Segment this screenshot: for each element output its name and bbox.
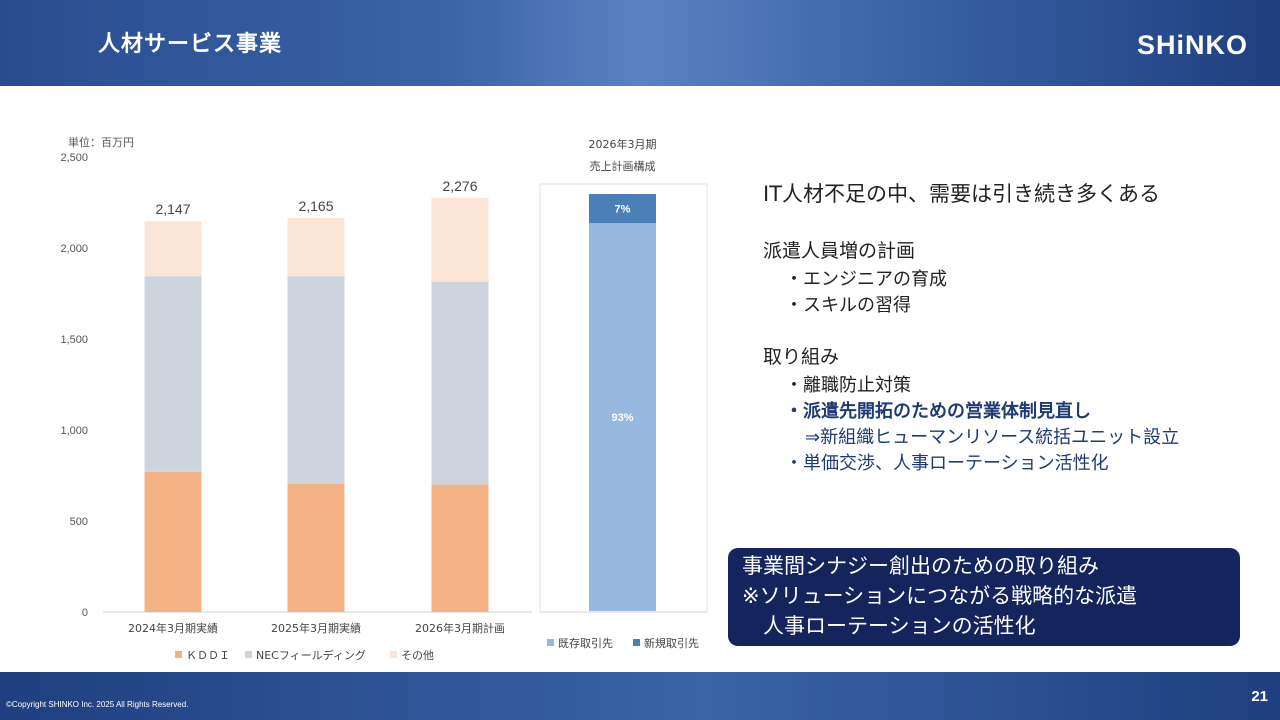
unit-label: 単位：百万円 <box>68 136 134 149</box>
initiative-2-sub: ⇒新組織ヒューマンリソース統括ユニット設立 <box>805 427 1180 448</box>
bar-segment-kddi <box>144 471 202 612</box>
composition-title: 2026年3月期 売上計画構成 <box>570 134 675 178</box>
legend-label: 既存取引先 <box>558 636 613 650</box>
bar-segment-nec <box>431 281 489 485</box>
legend-swatch <box>633 639 640 646</box>
data-label-new: 7% <box>615 204 631 216</box>
bar-segment-other <box>287 217 345 277</box>
y-tick-label: 1,500 <box>60 334 88 346</box>
x-tick-label: 2026年3月期計画 <box>415 621 505 635</box>
y-tick-label: 2,500 <box>60 152 88 164</box>
legend-swatch <box>245 651 252 658</box>
bar-total-label: 2,276 <box>442 178 477 194</box>
data-label-existing: 93% <box>611 412 633 424</box>
bar-segment-other <box>144 221 202 277</box>
y-tick-label: 0 <box>82 607 88 619</box>
plan-item-1: ・エンジニアの育成 <box>785 269 947 290</box>
x-tick-label: 2024年3月期実績 <box>128 621 218 635</box>
y-tick-label: 500 <box>70 516 88 528</box>
bar-segment-nec <box>144 276 202 472</box>
y-tick-label: 2,000 <box>60 243 88 255</box>
legend-swatch <box>175 651 182 658</box>
composition-title-line-1: 2026年3月期 <box>588 138 657 151</box>
company-logo: SHiNKO <box>1136 30 1248 60</box>
bar-segment-nec <box>287 276 345 484</box>
legend-swatch <box>390 651 397 658</box>
synergy-line-3: 人事ローテーションの活性化 <box>742 614 1036 638</box>
legend-label: その他 <box>401 649 434 662</box>
legend-label: 新規取引先 <box>644 636 699 650</box>
initiative-2: ・派遣先開拓のための営業体制見直し <box>785 401 1091 422</box>
bar-segment-kddi <box>431 484 489 612</box>
bar-segment-new <box>589 194 656 224</box>
legend-label: NECフィールディング <box>256 648 366 662</box>
bar-segment-other <box>431 197 489 282</box>
synergy-line-1: 事業間シナジー創出のための取り組み <box>742 554 1099 578</box>
header-bar: 人材サービス事業 SHiNKO <box>0 0 1280 86</box>
headline: IT人材不足の中、需要は引き続き多くある <box>763 182 1161 206</box>
initiative-1: ・離職防止対策 <box>785 375 911 396</box>
bar-segment-kddi <box>287 483 345 612</box>
y-tick-label: 1,000 <box>60 425 88 437</box>
plan-item-2: ・スキルの習得 <box>785 295 911 316</box>
synergy-line-2: ※ソリューションにつながる戦略的な派遣 <box>742 584 1138 608</box>
initiatives-heading: 取り組み <box>763 346 840 368</box>
footer-bar <box>0 672 1280 720</box>
copyright: ©Copyright SHINKO Inc. 2025 All Rights R… <box>6 700 189 709</box>
bar-total-label: 2,147 <box>155 201 190 217</box>
legend-label: ＫＤＤＩ <box>186 649 230 662</box>
synergy-callout: 事業間シナジー創出のための取り組み ※ソリューションにつながる戦略的な派遣 人事… <box>728 548 1240 646</box>
initiative-3: ・単価交渉、人事ローテーション活性化 <box>785 453 1109 474</box>
plan-heading: 派遣人員増の計画 <box>763 240 916 262</box>
x-tick-label: 2025年3月期実績 <box>271 621 361 635</box>
legend-swatch <box>547 639 554 646</box>
bar-segment-existing <box>589 223 656 611</box>
page-number: 21 <box>1251 688 1268 705</box>
page-title: 人材サービス事業 <box>98 32 283 57</box>
composition-title-line-2: 売上計画構成 <box>589 160 656 173</box>
bar-total-label: 2,165 <box>298 198 333 214</box>
